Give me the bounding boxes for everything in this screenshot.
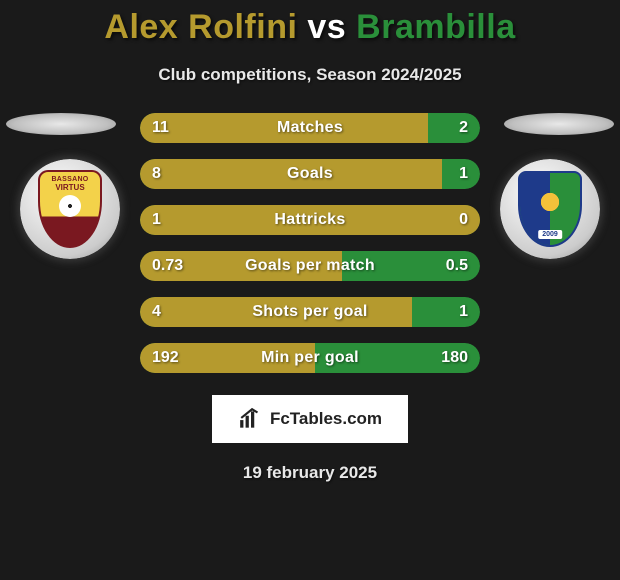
bar-value-left: 0.73 <box>152 257 183 275</box>
bar-value-left: 11 <box>152 119 169 137</box>
bar-stat-name: Shots per goal <box>252 303 367 321</box>
crest-left-badge: BASSANO VIRTUS <box>38 170 102 248</box>
stat-bar-row: 192 Min per goal 180 <box>140 343 480 373</box>
stat-bar-row: 8 Goals 1 <box>140 159 480 189</box>
team-crest-left: BASSANO VIRTUS <box>20 159 120 259</box>
bar-stat-name: Matches <box>277 119 343 137</box>
bar-value-right: 0 <box>459 211 468 229</box>
bar-value-left: 192 <box>152 349 179 367</box>
bar-value-right: 1 <box>459 165 468 183</box>
crest-right-lion-icon <box>534 186 566 218</box>
bar-value-right: 180 <box>441 349 468 367</box>
bar-stat-name: Min per goal <box>261 349 359 367</box>
stat-bar-row: 0.73 Goals per match 0.5 <box>140 251 480 281</box>
comparison-title: Alex Rolfini vs Brambilla <box>0 0 620 47</box>
bar-value-left: 8 <box>152 165 161 183</box>
bar-stat-name: Goals per match <box>245 257 375 275</box>
stat-bar-row: 4 Shots per goal 1 <box>140 297 480 327</box>
bar-value-right: 1 <box>459 303 468 321</box>
subtitle: Club competitions, Season 2024/2025 <box>0 65 620 85</box>
comparison-panel: BASSANO VIRTUS 2009 11Matches28Goals11Ha… <box>0 113 620 383</box>
crest-left-ball-icon <box>59 195 81 217</box>
vs-text: vs <box>307 8 346 46</box>
stat-bar-row: 1 Hattricks 0 <box>140 205 480 235</box>
bar-stat-name: Hattricks <box>274 211 345 229</box>
crest-left-line2: VIRTUS <box>55 183 84 192</box>
crest-left-inner: BASSANO VIRTUS <box>20 159 120 259</box>
crest-shadow-left <box>6 113 116 135</box>
crest-right-year: 2009 <box>538 230 562 239</box>
generation-date: 19 february 2025 <box>0 463 620 483</box>
bar-value-right: 0.5 <box>446 257 468 275</box>
stat-bar-row: 11 Matches 2 <box>140 113 480 143</box>
bar-value-left: 4 <box>152 303 161 321</box>
bar-value-left: 1 <box>152 211 161 229</box>
watermark: FcTables.com <box>212 395 408 443</box>
crest-right-inner: 2009 <box>500 159 600 259</box>
player1-name: Alex Rolfini <box>104 8 297 46</box>
bar-stat-name: Goals <box>287 165 333 183</box>
stat-bars: 11Matches28Goals11Hattricks00.73Goals pe… <box>140 113 480 389</box>
watermark-text: FcTables.com <box>270 409 382 429</box>
chart-icon <box>238 406 264 432</box>
crest-shadow-right <box>504 113 614 135</box>
crest-left-line1: BASSANO <box>51 176 88 183</box>
bar-value-right: 2 <box>459 119 468 137</box>
team-crest-right: 2009 <box>500 159 600 259</box>
crest-right-badge: 2009 <box>518 171 582 247</box>
player2-name: Brambilla <box>356 8 515 46</box>
